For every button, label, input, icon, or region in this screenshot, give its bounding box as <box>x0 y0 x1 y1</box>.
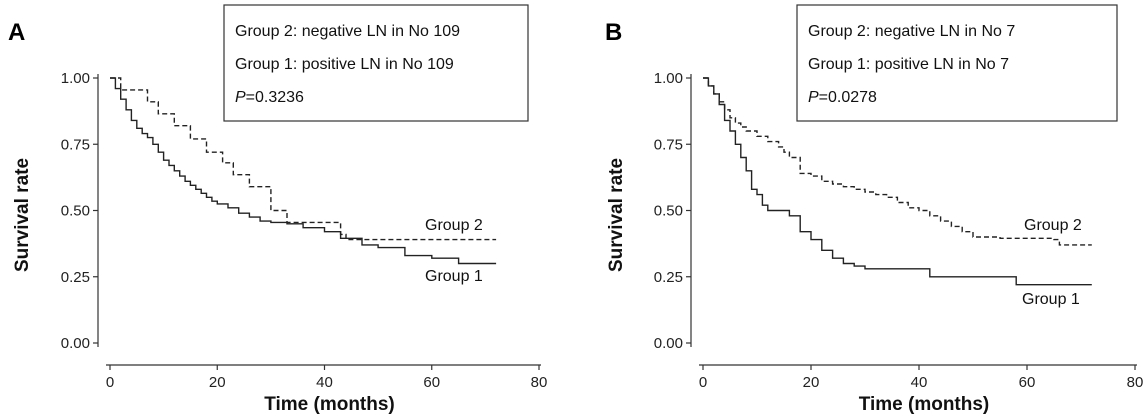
x-tick-label: 40 <box>316 374 333 391</box>
y-axis-title: Survival rate <box>12 158 33 272</box>
y-tick-label: 0.00 <box>654 335 683 352</box>
x-axis-title: Time (months) <box>859 394 990 415</box>
y-tick-label: 1.00 <box>61 70 90 87</box>
y-tick-label: 0.25 <box>61 269 90 286</box>
panel-a: A 0.00 0.25 0.50 0.75 1.00 0 20 40 60 80 Time (mont… <box>8 4 548 415</box>
series-label-group-1: Group 1 <box>425 268 483 285</box>
panel-label: B <box>605 19 622 46</box>
legend-line: Group 2: negative LN in No 109 <box>235 23 460 40</box>
legend-line: Group 1: positive LN in No 109 <box>235 56 454 73</box>
x-tick-label: 0 <box>699 374 707 391</box>
y-tick-label: 0.00 <box>61 335 90 352</box>
x-tick-label: 20 <box>209 374 226 391</box>
y-tick-label: 0.50 <box>61 203 90 220</box>
series-line-group-2 <box>703 77 1092 246</box>
legend-box <box>796 4 1118 122</box>
x-tick-label: 60 <box>1019 374 1036 391</box>
y-tick-label: 0.50 <box>654 203 683 220</box>
y-tick-label: 0.75 <box>61 136 90 153</box>
x-tick-label: 60 <box>423 374 440 391</box>
series-line-group-1 <box>703 77 1092 286</box>
series-label-group-2: Group 2 <box>1024 217 1082 234</box>
x-tick-label: 80 <box>531 374 548 391</box>
y-tick-label: 1.00 <box>654 70 683 87</box>
series-line-group-1 <box>110 77 497 265</box>
legend-p-value: P=0.0278 <box>808 89 877 106</box>
y-tick-label: 0.75 <box>654 136 683 153</box>
x-axis-title: Time (months) <box>264 394 395 415</box>
legend-line: Group 2: negative LN in No 7 <box>808 23 1015 40</box>
legend-p-value: P=0.3236 <box>235 89 304 106</box>
series-label-group-1: Group 1 <box>1022 291 1080 308</box>
legend-box <box>223 4 529 122</box>
y-axis-title: Survival rate <box>606 158 627 272</box>
series-label-group-2: Group 2 <box>425 217 483 234</box>
panel-label: A <box>8 19 25 46</box>
x-tick-label: 40 <box>911 374 928 391</box>
x-tick-label: 0 <box>106 374 114 391</box>
x-tick-label: 20 <box>803 374 820 391</box>
legend-line: Group 1: positive LN in No 7 <box>808 56 1009 73</box>
y-tick-label: 0.25 <box>654 269 683 286</box>
series-line-group-2 <box>110 77 497 241</box>
x-tick-label: 80 <box>1127 374 1144 391</box>
panel-b: B 0.00 0.25 0.50 0.75 1.00 0 20 40 60 80 Time (mont… <box>605 4 1144 415</box>
